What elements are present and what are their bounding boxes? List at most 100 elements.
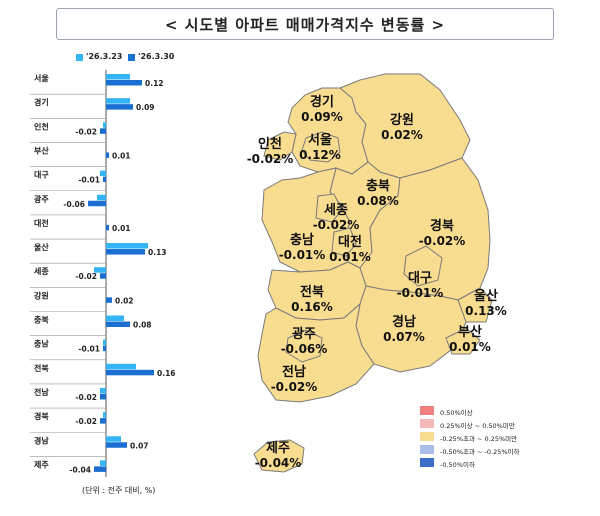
map-legend-label: 0.25%이상 ~ 0.50%미만 [440, 422, 515, 430]
map-label-incheon: 인천 [258, 136, 282, 152]
map-legend-label: 0.50%이상 [440, 409, 473, 417]
map-label-daejeon: 대전 [338, 234, 362, 250]
value-label: -0.02 [75, 272, 97, 281]
map-label-gyeonggi: 경기 [310, 94, 334, 110]
bar-series-2 [100, 128, 106, 134]
map-label-jeonbuk: 전북 [300, 284, 324, 300]
map-value-daejeon: 0.01% [329, 250, 371, 264]
page-title: < 시도별 아파트 매매가격지수 변동률 > [164, 16, 446, 34]
map-legend-swatch [420, 445, 434, 454]
map-legend-swatch [420, 419, 434, 428]
bar-series-2 [94, 466, 106, 472]
category-label: 경남 [34, 435, 49, 445]
map-value-gyeongbuk: -0.02% [419, 234, 466, 248]
map-label-chungbuk: 충북 [366, 178, 390, 194]
value-label: 0.01 [112, 224, 131, 233]
bar-series-2 [106, 297, 112, 303]
map-label-gyeongbuk: 경북 [430, 218, 454, 234]
bar-series-2 [106, 369, 154, 376]
map-label-daegu: 대구 [408, 271, 432, 286]
value-label: -0.02 [75, 417, 97, 426]
map-value-gwangju: -0.06% [281, 342, 328, 356]
map-value-chungbuk: 0.08% [357, 194, 399, 208]
bar-series-1 [100, 170, 106, 177]
map-daejeon [331, 227, 357, 257]
bar-series-2 [100, 273, 106, 279]
category-label: 전남 [34, 387, 49, 397]
category-label: 대전 [34, 218, 49, 228]
unit-note: (단위 : 전주 대비, %) [82, 486, 156, 495]
category-label: 경북 [34, 411, 49, 421]
bar-series-2 [106, 104, 133, 110]
legend-swatch-series-1 [76, 54, 83, 61]
map-legend-swatch [420, 458, 434, 467]
category-label: 울산 [34, 242, 49, 252]
map-daegu [403, 245, 443, 287]
title-box: < 시도별 아파트 매매가격지수 변동률 > [56, 8, 554, 40]
bar-series-1 [106, 243, 148, 249]
value-label: 0.09 [136, 103, 155, 112]
value-label: 0.08 [133, 321, 152, 330]
bar-series-1 [103, 122, 106, 128]
category-label: 전북 [34, 363, 49, 373]
value-label: 0.01 [112, 151, 131, 160]
map-value-chungnam: -0.01% [279, 248, 326, 262]
bar-series-1 [103, 412, 106, 418]
value-label: -0.01 [78, 345, 100, 354]
map-value-seoul: 0.12% [299, 148, 341, 162]
bar-series-2 [100, 418, 106, 424]
bar-series-2 [103, 176, 106, 183]
category-label: 광주 [34, 194, 49, 204]
map-label-jeonnam: 전남 [282, 364, 306, 380]
bar-series-2 [106, 321, 130, 327]
category-label: 부산 [34, 145, 49, 155]
bar-series-2 [106, 442, 127, 448]
bar-series-1 [97, 194, 106, 201]
map-value-busan: 0.01% [449, 340, 491, 354]
bar-series-2 [103, 345, 106, 352]
bar-series-1 [100, 387, 106, 394]
value-label: 0.12 [145, 79, 164, 88]
map-value-gangwon: 0.02% [381, 128, 423, 142]
map-value-gyeonggi: 0.09% [301, 110, 343, 124]
map-label-gangwon: 강원 [390, 112, 414, 128]
category-label: 경기 [34, 97, 49, 107]
map-sejong [315, 193, 343, 223]
category-label: 강원 [34, 290, 49, 300]
map-jeju [253, 439, 305, 473]
map-legend-swatch [420, 406, 434, 415]
value-label: -0.04 [69, 465, 91, 474]
map-gwangju [285, 329, 323, 363]
bar-series-2 [106, 249, 145, 255]
legend-label-series-1: '26.3.23 [86, 52, 123, 61]
value-label: -0.06 [63, 200, 85, 209]
map-busan [445, 327, 481, 355]
map-value-sejong: -0.02% [313, 218, 360, 232]
bar-series-2 [100, 393, 106, 400]
map-label-chungnam: 충남 [290, 232, 314, 248]
bar-series-1 [106, 74, 130, 80]
map-label-ulsan: 울산 [474, 288, 498, 304]
map-legend-label: -0.25%초과 ~ 0.25%미만 [440, 435, 518, 443]
map-value-incheon: -0.02% [247, 152, 294, 166]
map-legend-swatch [420, 432, 434, 441]
map-label-gyeongnam: 경남 [392, 314, 416, 330]
map-value-daegu: -0.01% [397, 286, 444, 300]
map-value-ulsan: 0.13% [465, 304, 507, 318]
category-label: 충남 [34, 339, 49, 349]
map-value-jeju: -0.04% [255, 456, 302, 470]
map-legend-label: -0.50%이하 [440, 461, 475, 469]
bar-series-2 [88, 200, 106, 207]
bar-series-1 [94, 267, 106, 273]
bar-series-1 [106, 363, 136, 370]
map-seoul [301, 131, 341, 163]
map-label-sejong: 세종 [324, 203, 348, 218]
bar-series-1 [106, 315, 124, 321]
category-label: 서울 [34, 73, 49, 83]
map-label-busan: 부산 [458, 324, 482, 340]
bar-series-1 [106, 436, 121, 442]
category-label: 세종 [34, 266, 49, 276]
map-legend-label: -0.50%초과 ~ -0.25%이하 [440, 448, 520, 456]
